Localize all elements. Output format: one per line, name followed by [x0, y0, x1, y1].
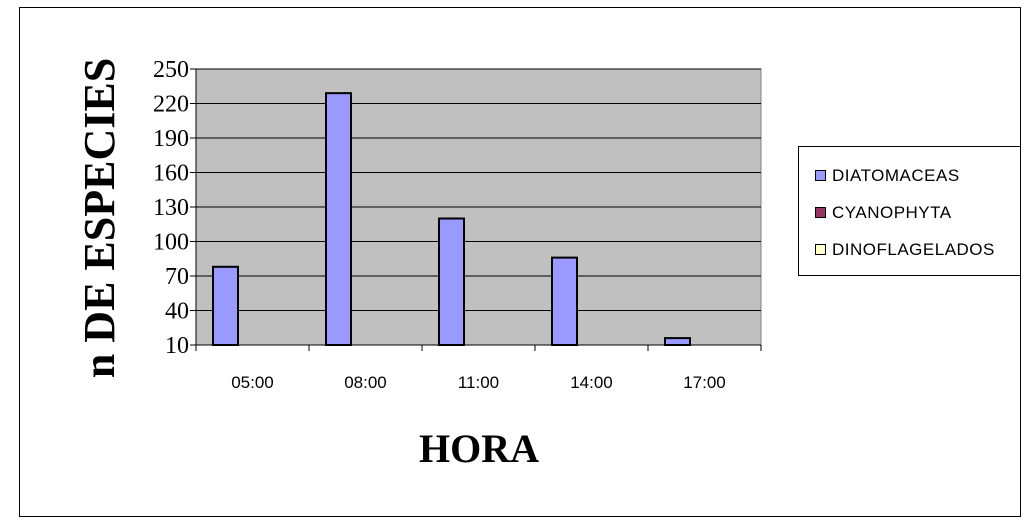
x-tick-label: 05:00 — [231, 373, 274, 392]
x-tick-label: 17:00 — [683, 373, 726, 392]
y-tick-label: 40 — [165, 299, 189, 325]
x-tick-label: 11:00 — [458, 373, 499, 392]
y-tick-label: 250 — [153, 57, 189, 83]
y-axis-title: n DE ESPECIES — [75, 58, 124, 378]
y-tick-label: 100 — [153, 230, 189, 256]
y-tick-label: 190 — [153, 126, 189, 152]
y-tick-label: 70 — [165, 264, 189, 290]
legend-item-cyanophyta: CYANOPHYTA — [799, 194, 1020, 231]
legend-item-dinoflagelados: DINOFLAGELADOS — [799, 231, 1020, 268]
y-tick-label: 220 — [153, 92, 189, 118]
x-tick-label: 14:00 — [570, 373, 613, 392]
y-tick-label: 130 — [153, 195, 189, 221]
legend: DIATOMACEAS CYANOPHYTA DINOFLAGELADOS — [798, 146, 1020, 276]
y-tick-label: 10 — [165, 333, 189, 359]
chart-svg: 10 40 70 100 130 160 190 220 250 05:00 08:00 11:00 1… — [75, 57, 762, 471]
bar-diatomaceas-1400 — [551, 256, 578, 347]
bar-diatomaceas-1100 — [438, 217, 465, 346]
legend-label-dinoflagelados: DINOFLAGELADOS — [832, 239, 995, 259]
legend-item-diatomaceas: DIATOMACEAS — [799, 157, 1020, 194]
legend-label-cyanophyta: CYANOPHYTA — [832, 202, 952, 222]
legend-swatch-diatomaceas — [815, 170, 826, 181]
legend-swatch-dinoflagelados — [815, 244, 826, 255]
legend-label-diatomaceas: DIATOMACEAS — [832, 165, 960, 185]
chart-frame: 10 40 70 100 130 160 190 220 250 05:00 08:00 11:00 1… — [19, 7, 1021, 517]
bar-diatomaceas-0800 — [325, 92, 352, 347]
bar-diatomaceas-0500 — [212, 265, 239, 346]
y-tick-label: 160 — [153, 161, 189, 187]
x-axis-title: HORA — [419, 426, 539, 471]
x-tick-label: 08:00 — [344, 373, 387, 392]
legend-swatch-cyanophyta — [815, 207, 826, 218]
bar-diatomaceas-1700 — [664, 337, 691, 347]
